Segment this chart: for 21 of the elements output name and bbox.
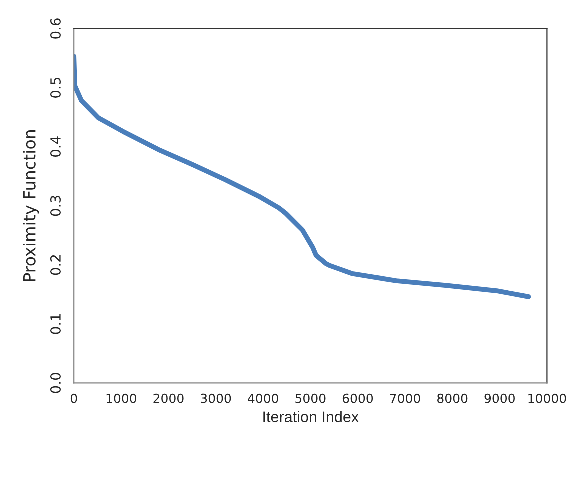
y-tick-label: 0.6 <box>50 18 61 39</box>
line-series <box>74 54 532 300</box>
x-tick-label: 0 <box>70 394 78 404</box>
y-tick-label: 0.5 <box>50 78 61 98</box>
x-tick-label: 9000 <box>484 394 515 404</box>
x-tick-label: 7000 <box>390 394 420 404</box>
y-tick-label: 0.3 <box>50 196 61 216</box>
x-tick-label: 3000 <box>201 394 232 404</box>
x-tick-label: 5000 <box>296 394 326 404</box>
x-tick-label: 8000 <box>438 394 468 404</box>
y-tick-label: 0.1 <box>50 314 61 334</box>
x-tick-label: 1000 <box>106 394 136 404</box>
x-tick-label: 4000 <box>248 394 278 404</box>
x-tick-label: 6000 <box>342 394 374 404</box>
x-tick-label: 2000 <box>154 394 184 404</box>
y-axis-title: Proximity Function <box>23 130 40 282</box>
x-tick-label: 10000 <box>528 394 566 404</box>
y-tick-label: 0.0 <box>50 373 61 394</box>
x-axis-title: Iteration Index <box>264 411 359 422</box>
y-tick-label: 0.2 <box>50 255 61 276</box>
y-tick-label: 0.4 <box>50 136 61 158</box>
